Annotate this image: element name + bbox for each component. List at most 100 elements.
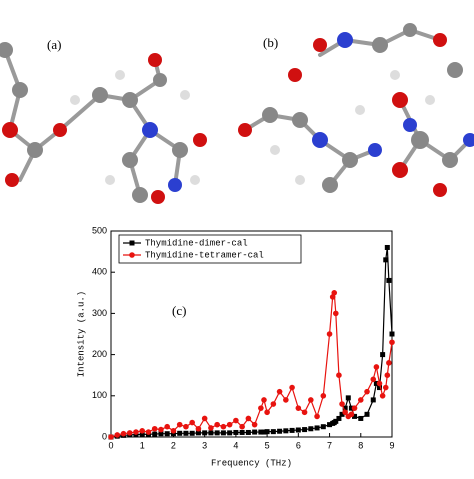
- marker: [176, 421, 183, 428]
- marker: [336, 415, 342, 421]
- marker: [201, 415, 208, 422]
- marker: [233, 429, 239, 435]
- marker: [333, 418, 339, 424]
- x-tick-label: 6: [296, 440, 301, 450]
- marker: [380, 352, 386, 358]
- y-tick-label: 0: [102, 431, 107, 441]
- marker: [208, 425, 214, 431]
- marker: [345, 395, 351, 401]
- legend-marker: [129, 240, 135, 246]
- marker: [331, 290, 338, 296]
- marker: [339, 401, 345, 407]
- marker: [384, 244, 390, 250]
- marker: [252, 429, 258, 435]
- marker: [170, 431, 176, 437]
- marker: [373, 380, 379, 386]
- x-tick-label: 0: [108, 440, 113, 450]
- marker: [261, 397, 267, 403]
- marker: [133, 429, 139, 435]
- chart: 0 100 200 300 400 500 0 1 2 3 4 5 6 7 8 9 Frequency (THz…: [76, 225, 395, 468]
- molecule-a: [0, 42, 207, 204]
- marker: [183, 430, 189, 436]
- marker: [277, 428, 283, 434]
- legend-label: Thymidine-dimer-cal: [145, 238, 248, 248]
- marker: [295, 405, 302, 411]
- marker: [379, 393, 386, 399]
- marker: [158, 431, 164, 437]
- marker: [220, 430, 226, 436]
- marker: [357, 397, 364, 403]
- marker: [336, 372, 342, 379]
- marker: [276, 388, 283, 395]
- marker: [208, 430, 214, 436]
- marker: [226, 421, 233, 428]
- y-tick-label: 200: [92, 349, 107, 359]
- marker: [264, 409, 270, 416]
- marker: [227, 430, 233, 436]
- x-tick-label: 8: [358, 440, 363, 450]
- marker: [139, 428, 146, 434]
- marker: [348, 405, 354, 411]
- marker: [270, 401, 277, 407]
- marker: [220, 423, 227, 430]
- marker: [370, 376, 377, 383]
- marker: [333, 310, 339, 317]
- marker: [158, 426, 164, 433]
- x-axis-label: Frequency (THz): [211, 458, 292, 468]
- marker: [289, 427, 295, 433]
- marker: [308, 397, 314, 403]
- marker: [239, 429, 245, 435]
- x-tick-label: 7: [327, 440, 332, 450]
- x-tick-label: 1: [140, 440, 145, 450]
- y-tick-label: 300: [92, 308, 107, 318]
- marker: [108, 434, 114, 440]
- marker: [320, 424, 326, 430]
- marker: [352, 413, 358, 419]
- marker: [195, 430, 201, 436]
- x-tick-label: 4: [233, 440, 238, 450]
- marker: [261, 429, 267, 435]
- y-tick-label: 500: [92, 225, 107, 235]
- marker: [233, 417, 239, 424]
- panel-label: (b): [263, 35, 278, 50]
- marker: [314, 425, 320, 431]
- marker: [189, 430, 195, 436]
- legend-label: Thymidine-tetramer-cal: [145, 250, 264, 260]
- marker: [126, 430, 133, 436]
- marker: [177, 430, 183, 436]
- marker: [384, 372, 391, 379]
- marker: [386, 360, 392, 366]
- molecule-b: [238, 23, 474, 197]
- marker: [348, 411, 355, 418]
- marker: [295, 427, 301, 433]
- marker: [382, 384, 389, 391]
- legend-box: [118, 234, 302, 264]
- marker: [245, 429, 251, 435]
- marker: [302, 427, 308, 433]
- marker: [151, 425, 158, 432]
- marker: [251, 421, 258, 428]
- panel-label: (a): [47, 37, 61, 52]
- legend-marker: [129, 252, 135, 258]
- marker: [389, 331, 395, 337]
- marker: [320, 393, 327, 399]
- marker: [351, 405, 358, 411]
- marker: [373, 364, 380, 370]
- marker: [195, 425, 202, 432]
- marker: [301, 409, 308, 416]
- y-tick-label: 100: [92, 390, 107, 400]
- marker: [383, 257, 389, 263]
- marker: [189, 419, 195, 426]
- marker: [283, 428, 289, 434]
- annotation: (c): [172, 303, 186, 318]
- marker: [358, 415, 364, 421]
- x-tick-label: 2: [171, 440, 176, 450]
- marker: [364, 411, 370, 417]
- marker: [289, 384, 295, 391]
- marker: [258, 429, 264, 435]
- marker: [164, 423, 170, 430]
- marker: [264, 429, 270, 435]
- y-axis-label: Intensity (a.u.): [76, 291, 86, 377]
- marker: [364, 388, 370, 395]
